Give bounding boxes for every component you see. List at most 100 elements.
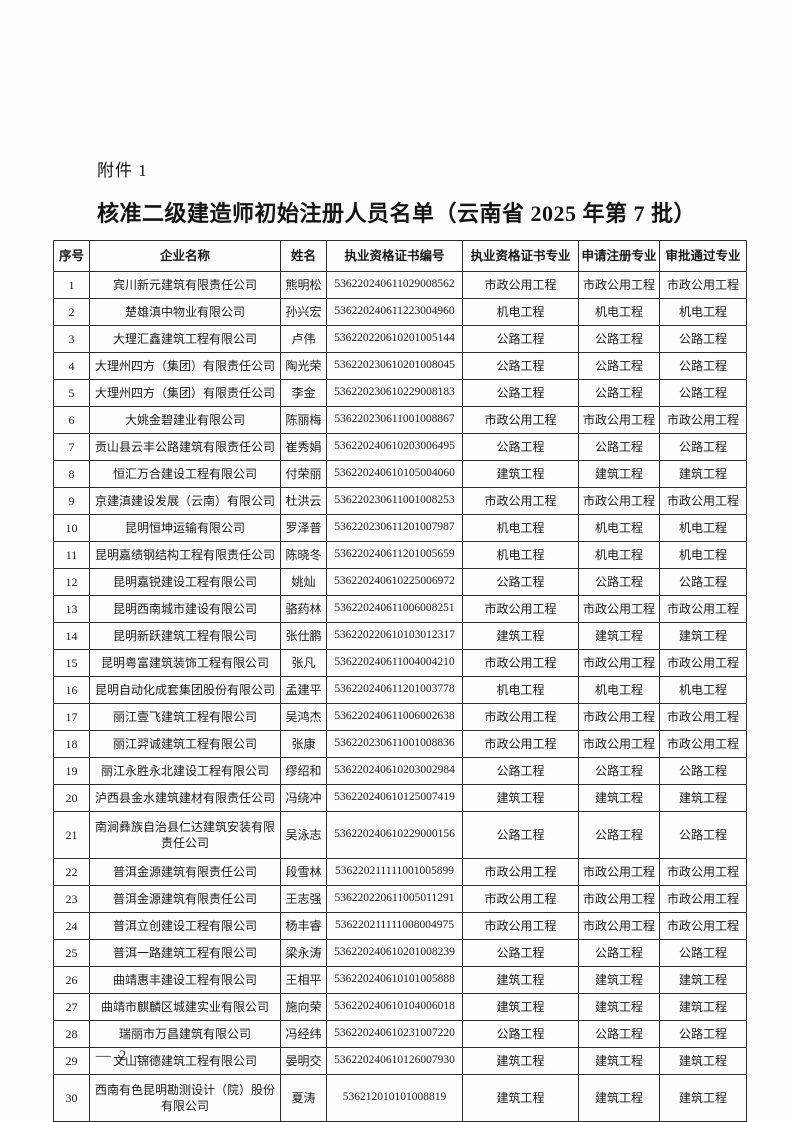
cell-approved-major: 建筑工程 (659, 622, 747, 650)
cell-company: 昆明嘉锐建设工程有限公司 (89, 568, 281, 596)
cell-apply-major: 市政公用工程 (578, 595, 660, 623)
cell-apply-major: 市政公用工程 (578, 858, 660, 886)
cell-company: 瑞丽市万昌建筑有限公司 (89, 1020, 281, 1048)
cell-approved-major: 公路工程 (659, 352, 747, 380)
attachment-label: 附件 1 (97, 161, 148, 180)
cell-apply-major: 机电工程 (578, 298, 660, 326)
cell-name: 杨丰睿 (280, 912, 327, 940)
cell-cert-major: 机电工程 (462, 514, 579, 542)
cell-cert-major: 市政公用工程 (462, 271, 579, 299)
column-header-name: 姓名 (280, 240, 327, 272)
cell-approved-major: 机电工程 (659, 541, 747, 569)
cell-serial: 19 (53, 757, 90, 785)
table-row: 5 大理州四方（集团）有限责任公司 李金 536220230610229008183 公… (53, 379, 747, 407)
cell-approved-major: 建筑工程 (659, 1074, 747, 1122)
cell-name: 张凡 (280, 649, 327, 677)
cell-name: 孟建平 (280, 676, 327, 704)
cell-company: 曲靖市麒麟区城建实业有限公司 (89, 993, 281, 1021)
cell-company: 文山锦德建筑工程有限公司 (89, 1047, 281, 1075)
cell-cert-major: 建筑工程 (462, 966, 579, 994)
cell-approved-major: 市政公用工程 (659, 487, 747, 515)
cell-name: 缪绍和 (280, 757, 327, 785)
cell-cert-major: 市政公用工程 (462, 885, 579, 913)
cell-apply-major: 建筑工程 (578, 966, 660, 994)
cell-name: 夏涛 (280, 1074, 327, 1122)
cell-cert-no: 536220230611201007987 (326, 514, 463, 542)
cell-serial: 30 (53, 1074, 90, 1122)
cell-cert-no: 536220211111008004975 (326, 912, 463, 940)
cell-serial: 24 (53, 912, 90, 940)
cell-cert-no: 536220240610229000156 (326, 811, 463, 859)
table-row: 8 恒汇万合建设工程有限公司 付荣丽 536220240610105004060 建筑工… (53, 460, 747, 488)
table-header-row: 序号 企业名称 姓名 执业资格证书编号 执业资格证书专业 申请注册专业 审批通过… (53, 240, 747, 272)
cell-serial: 27 (53, 993, 90, 1021)
cell-approved-major: 建筑工程 (659, 1047, 747, 1075)
cell-company: 普洱一路建筑工程有限公司 (89, 939, 281, 967)
column-header-company: 企业名称 (89, 240, 281, 272)
cell-approved-major: 市政公用工程 (659, 703, 747, 731)
cell-cert-no: 536220230610229008183 (326, 379, 463, 407)
table-row: 23 普洱金源建筑有限责任公司 王志强 536220220611005011291 市政… (53, 885, 747, 913)
cell-serial: 13 (53, 595, 90, 623)
cell-serial: 17 (53, 703, 90, 731)
table-row: 7 贡山县云丰公路建筑有限责任公司 崔秀娟 536220240610203006495… (53, 433, 747, 461)
cell-approved-major: 市政公用工程 (659, 730, 747, 758)
cell-cert-no: 536220240610203006495 (326, 433, 463, 461)
cell-approved-major: 市政公用工程 (659, 858, 747, 886)
cell-cert-no: 536220240610203002984 (326, 757, 463, 785)
cell-cert-major: 公路工程 (462, 939, 579, 967)
cell-name: 吴鸿杰 (280, 703, 327, 731)
cell-serial: 16 (53, 676, 90, 704)
cell-cert-no: 536220240611029008562 (326, 271, 463, 299)
cell-approved-major: 机电工程 (659, 514, 747, 542)
table-row: 14 昆明新跃建筑工程有限公司 张仕鹏 536220220610103012317 建筑… (53, 622, 747, 650)
cell-apply-major: 机电工程 (578, 514, 660, 542)
cell-serial: 6 (53, 406, 90, 434)
cell-cert-major: 建筑工程 (462, 1074, 579, 1122)
cell-cert-no: 536220240610231007220 (326, 1020, 463, 1048)
table-row: 17 丽江壹飞建筑工程有限公司 吴鸿杰 536220240611006002638 市政… (53, 703, 747, 731)
cell-name: 王相平 (280, 966, 327, 994)
column-header-approved-major: 审批通过专业 (659, 240, 747, 272)
cell-name: 骆药林 (280, 595, 327, 623)
table-row: 29 文山锦德建筑工程有限公司 晏明交 536220240610126007930 建筑… (53, 1047, 747, 1075)
cell-cert-major: 市政公用工程 (462, 912, 579, 940)
cell-cert-major: 市政公用工程 (462, 649, 579, 677)
table-row: 15 昆明粤富建筑装饰工程有限公司 张凡 536220240611004004210 市… (53, 649, 747, 677)
cell-serial: 26 (53, 966, 90, 994)
cell-approved-major: 建筑工程 (659, 784, 747, 812)
cell-company: 西南有色昆明勘测设计（院）股份有限公司 (89, 1074, 281, 1122)
cell-name: 陶光荣 (280, 352, 327, 380)
cell-cert-major: 机电工程 (462, 676, 579, 704)
cell-serial: 1 (53, 271, 90, 299)
table-row: 18 丽江羿诚建筑工程有限公司 张康 536220230611001008836 市政公… (53, 730, 747, 758)
table-row: 2 楚雄滇中物业有限公司 孙兴宏 536220240611223004960 机电工程机… (53, 298, 747, 326)
cell-apply-major: 公路工程 (578, 939, 660, 967)
cell-serial: 22 (53, 858, 90, 886)
table-row: 3 大理汇鑫建筑工程有限公司 卢伟 536220220610201005144 公路工程… (53, 325, 747, 353)
cell-apply-major: 市政公用工程 (578, 730, 660, 758)
cell-approved-major: 市政公用工程 (659, 649, 747, 677)
cell-name: 施向荣 (280, 993, 327, 1021)
table-row: 19 丽江永胜永北建设工程有限公司 缪绍和 536220240610203002984… (53, 757, 747, 785)
cell-name: 姚灿 (280, 568, 327, 596)
cell-company: 曲靖惠丰建设工程有限公司 (89, 966, 281, 994)
cell-name: 熊明松 (280, 271, 327, 299)
cell-cert-no: 536220240610104006018 (326, 993, 463, 1021)
cell-apply-major: 建筑工程 (578, 460, 660, 488)
cell-cert-no: 536220240611006008251 (326, 595, 463, 623)
cell-apply-major: 市政公用工程 (578, 271, 660, 299)
cell-cert-no: 536220230611001008867 (326, 406, 463, 434)
cell-cert-major: 公路工程 (462, 757, 579, 785)
cell-company: 泸西县金水建筑建材有限责任公司 (89, 784, 281, 812)
table-row: 20 泸西县金水建筑建材有限责任公司 冯绕冲 53622024061012500741… (53, 784, 747, 812)
table-row: 26 曲靖惠丰建设工程有限公司 王相平 536220240610101005888 建筑… (53, 966, 747, 994)
cell-apply-major: 公路工程 (578, 1020, 660, 1048)
table-row: 12 昆明嘉锐建设工程有限公司 姚灿 536220240610225006972 公路工… (53, 568, 747, 596)
table-row: 30 西南有色昆明勘测设计（院）股份有限公司 夏涛 53621201010100881… (53, 1074, 747, 1122)
cell-cert-major: 市政公用工程 (462, 406, 579, 434)
cell-approved-major: 公路工程 (659, 757, 747, 785)
cell-cert-major: 机电工程 (462, 541, 579, 569)
cell-cert-major: 市政公用工程 (462, 703, 579, 731)
